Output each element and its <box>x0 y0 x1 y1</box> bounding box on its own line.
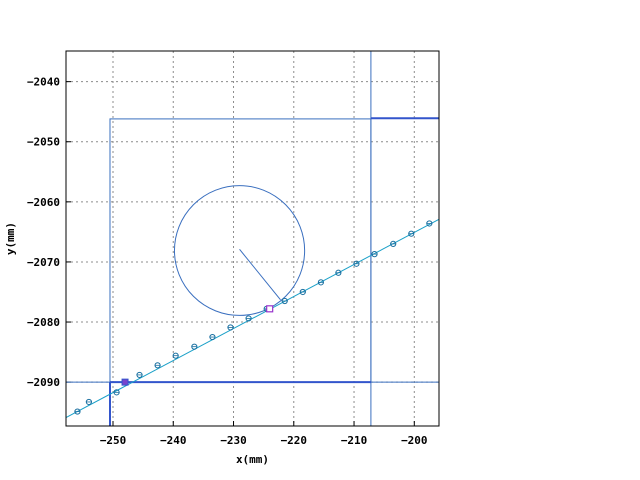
x-tick-label: −240 <box>160 434 187 447</box>
tick-labels: −250 −240 −230 −220 −210 −200 −2040 −2050 −2060 −… <box>27 76 428 447</box>
x-tick-label: −210 <box>341 434 368 447</box>
grid <box>66 51 439 426</box>
y-axis-label: y(mm) <box>4 222 17 255</box>
square-marker <box>266 305 274 313</box>
plot-frame <box>65 50 440 427</box>
x-tick-label: −220 <box>281 434 308 447</box>
x-tick-label: −200 <box>401 434 428 447</box>
y-tick-label: −2090 <box>27 376 60 389</box>
y-tick-label: −2060 <box>27 196 60 209</box>
y-tick-label: −2070 <box>27 256 60 269</box>
circle-path <box>173 185 306 316</box>
x-tick-label: −230 <box>220 434 247 447</box>
plot-shapes <box>66 51 439 426</box>
y-tick-label: −2050 <box>27 136 60 149</box>
y-tick-label: −2080 <box>27 316 60 329</box>
radius-line <box>239 249 281 301</box>
square-marker <box>121 378 129 386</box>
x-tick-label: −250 <box>100 434 127 447</box>
plot-marks <box>66 218 439 419</box>
series-line <box>66 218 439 419</box>
y-tick-label: −2040 <box>27 76 60 89</box>
x-axis-label: x(mm) <box>236 453 269 466</box>
